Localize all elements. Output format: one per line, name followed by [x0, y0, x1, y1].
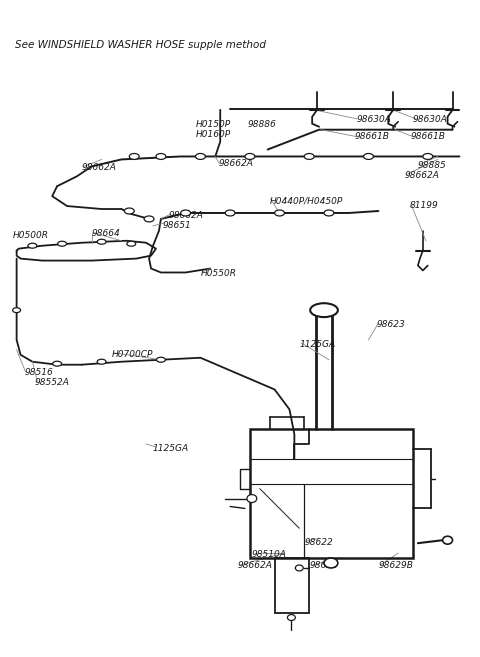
Ellipse shape — [295, 565, 303, 571]
Ellipse shape — [443, 536, 453, 544]
Ellipse shape — [225, 210, 235, 216]
Text: 98630A: 98630A — [357, 115, 392, 124]
Bar — [250, 429, 413, 558]
Text: 1125GA: 1125GA — [153, 444, 189, 453]
Ellipse shape — [127, 241, 136, 246]
Text: 98662A: 98662A — [82, 164, 117, 172]
Text: 81199: 81199 — [410, 201, 439, 210]
Text: H0700CP: H0700CP — [111, 350, 153, 359]
Ellipse shape — [124, 208, 134, 214]
Text: 98629B: 98629B — [378, 561, 413, 570]
Text: 98662A: 98662A — [405, 171, 440, 180]
Ellipse shape — [180, 210, 191, 216]
Text: 98552A: 98552A — [35, 378, 69, 386]
Text: 98623: 98623 — [376, 320, 405, 329]
Ellipse shape — [324, 210, 334, 216]
Text: 98630A: 98630A — [413, 115, 448, 124]
Text: 1125GA: 1125GA — [300, 340, 336, 349]
Ellipse shape — [304, 154, 314, 160]
Ellipse shape — [310, 304, 338, 317]
Ellipse shape — [288, 614, 295, 620]
Text: H0500R: H0500R — [12, 231, 48, 240]
Ellipse shape — [12, 307, 21, 313]
Ellipse shape — [423, 154, 433, 160]
Text: 98516: 98516 — [24, 368, 53, 376]
Text: 98662A: 98662A — [218, 160, 253, 168]
Text: 98510A: 98510A — [252, 550, 287, 559]
Ellipse shape — [97, 239, 106, 244]
Text: 98661B: 98661B — [411, 131, 446, 141]
Ellipse shape — [144, 216, 154, 222]
Ellipse shape — [156, 154, 166, 160]
Text: 98885: 98885 — [418, 162, 447, 170]
Ellipse shape — [363, 154, 373, 160]
Ellipse shape — [156, 357, 166, 362]
Text: 98662A: 98662A — [169, 211, 204, 220]
Ellipse shape — [195, 154, 205, 160]
Text: 98661B: 98661B — [355, 131, 390, 141]
Ellipse shape — [245, 154, 255, 160]
Text: See WINDSHIELD WASHER HOSE supple method: See WINDSHIELD WASHER HOSE supple method — [14, 41, 265, 51]
Text: H0550R: H0550R — [201, 269, 237, 277]
Text: 98622: 98622 — [304, 538, 333, 547]
Text: 98662A: 98662A — [238, 561, 273, 570]
Ellipse shape — [275, 210, 285, 216]
Text: 98886: 98886 — [248, 120, 276, 129]
Ellipse shape — [129, 154, 139, 160]
Ellipse shape — [58, 241, 67, 246]
Text: 98664: 98664 — [92, 229, 120, 238]
Text: H0440P/H0450P: H0440P/H0450P — [270, 196, 343, 205]
Ellipse shape — [28, 243, 37, 248]
Ellipse shape — [247, 495, 257, 503]
Text: H0160P: H0160P — [195, 129, 231, 139]
Text: H0150P: H0150P — [195, 120, 231, 129]
Ellipse shape — [324, 558, 338, 568]
Text: 98651: 98651 — [163, 221, 192, 230]
Bar — [275, 558, 309, 612]
Text: 98620: 98620 — [309, 561, 338, 570]
Ellipse shape — [97, 359, 106, 364]
Ellipse shape — [53, 361, 61, 366]
